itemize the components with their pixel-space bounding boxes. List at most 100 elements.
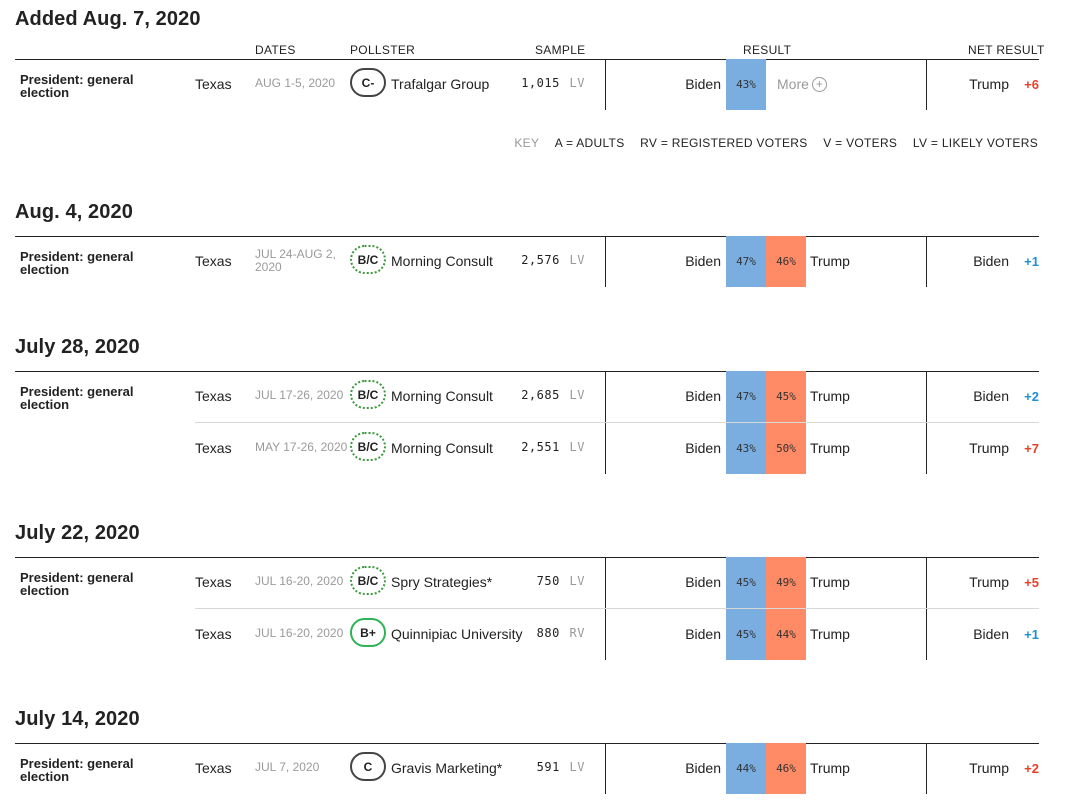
sample-count: 750 <box>536 574 560 588</box>
poll-row[interactable]: Texas JUL 24-AUG 2, 2020 B/C Morning Con… <box>195 236 1039 287</box>
poll-row[interactable]: Texas JUL 16-20, 2020 B+ Quinnipiac Univ… <box>195 608 1039 660</box>
poll-row[interactable]: Texas MAY 17-26, 2020 B/C Morning Consul… <box>195 422 1039 474</box>
poll-row[interactable]: Texas JUL 17-26, 2020 B/C Morning Consul… <box>195 371 1039 422</box>
candidate-1-name: Biden <box>685 626 721 642</box>
sample-size: 2,685 LV <box>507 388 585 402</box>
population-type: LV <box>569 388 585 402</box>
pollster-name[interactable]: Trafalgar Group <box>391 76 490 92</box>
poll-group: President: general election Texas JUL 7,… <box>15 743 1039 794</box>
pollster-name[interactable]: Morning Consult <box>391 253 493 269</box>
pollster-name[interactable]: Spry Strategies* <box>391 574 493 590</box>
office-label: President: general election <box>20 384 134 412</box>
net-result-winner: Trump <box>969 574 1009 590</box>
net-result-margin: +7 <box>1024 441 1039 456</box>
office-label: President: general election <box>20 249 134 277</box>
pollster-grade-badge[interactable]: C <box>350 752 386 781</box>
candidate-1-name: Biden <box>685 388 721 404</box>
candidate-2-bar: 44% <box>766 609 806 660</box>
population-key: KEY A = ADULTS RV = REGISTERED VOTERS V … <box>514 136 1038 150</box>
sample-count: 1,015 <box>521 76 560 90</box>
sample-count: 591 <box>536 760 560 774</box>
candidate-2-name: Trump <box>810 388 850 404</box>
state: Texas <box>195 388 232 404</box>
pollster-name[interactable]: Gravis Marketing* <box>391 760 503 776</box>
population-type: RV <box>569 626 585 640</box>
poll-row[interactable]: Texas AUG 1-5, 2020 C- Trafalgar Group 1… <box>195 59 1039 110</box>
poll-dates: JUL 17-26, 2020 <box>255 388 344 402</box>
net-result-winner: Trump <box>969 76 1009 92</box>
section-title: Aug. 4, 2020 <box>15 201 133 223</box>
key-voters: V = VOTERS <box>823 136 898 150</box>
office-label: President: general election <box>20 756 134 784</box>
more-button[interactable]: More + <box>777 76 827 92</box>
net-result-margin: +5 <box>1024 575 1039 590</box>
pollster-grade-badge[interactable]: B/C <box>350 380 386 409</box>
sample-count: 880 <box>536 626 560 640</box>
sample-count: 2,685 <box>521 388 560 402</box>
sample-count: 2,551 <box>521 440 560 454</box>
poll-row[interactable]: Texas JUL 16-20, 2020 B/C Spry Strategie… <box>195 557 1039 608</box>
pollster-grade-badge[interactable]: B/C <box>350 566 386 595</box>
state: Texas <box>195 626 232 642</box>
poll-dates: JUL 24-AUG 2, 2020 <box>255 247 336 274</box>
more-label: More <box>777 76 809 92</box>
candidate-2-bar: 45% <box>766 371 806 422</box>
net-result-winner: Biden <box>973 388 1009 404</box>
office-label: President: general election <box>20 72 134 100</box>
candidate-1-bar: 45% <box>726 609 766 660</box>
poll-dates: JUL 16-20, 2020 <box>255 574 344 588</box>
poll-group: President: general election Texas JUL 16… <box>15 557 1039 660</box>
sample-size: 2,551 LV <box>507 440 585 454</box>
column-headers: DATES POLLSTER SAMPLE RESULT NET RESULT <box>0 43 1068 57</box>
net-result-margin: +6 <box>1024 77 1039 92</box>
poll-dates: MAY 17-26, 2020 <box>255 440 348 454</box>
sample-count: 2,576 <box>521 253 560 267</box>
office-label: President: general election <box>20 570 134 598</box>
poll-group: President: general election Texas AUG 1-… <box>15 59 1039 110</box>
section-title: Added Aug. 7, 2020 <box>15 8 201 30</box>
pollster-grade-badge[interactable]: B/C <box>350 432 386 461</box>
pollster-grade-badge[interactable]: B/C <box>350 245 386 274</box>
state: Texas <box>195 76 232 92</box>
net-result-winner: Trump <box>969 760 1009 776</box>
poll-row[interactable]: Texas JUL 7, 2020 C Gravis Marketing* 59… <box>195 743 1039 794</box>
poll-dates: AUG 1-5, 2020 <box>255 76 336 90</box>
candidate-2-bar: 49% <box>766 557 806 608</box>
net-result-margin: +1 <box>1024 627 1039 642</box>
candidate-1-name: Biden <box>685 760 721 776</box>
candidate-1-bar: 45% <box>726 557 766 608</box>
candidate-1-name: Biden <box>685 440 721 456</box>
candidate-1-bar: 47% <box>726 371 766 422</box>
net-result-winner: Trump <box>969 440 1009 456</box>
candidate-2-name: Trump <box>810 626 850 642</box>
state: Texas <box>195 574 232 590</box>
pollster-name[interactable]: Morning Consult <box>391 440 493 456</box>
pollster-name[interactable]: Quinnipiac University <box>391 626 523 642</box>
pollster-grade-badge[interactable]: B+ <box>350 618 386 647</box>
section-title: July 22, 2020 <box>15 522 140 544</box>
section-title: July 28, 2020 <box>15 336 140 358</box>
sample-size: 750 LV <box>507 574 585 588</box>
candidate-2-name: Trump <box>810 253 850 269</box>
population-type: LV <box>569 760 585 774</box>
state: Texas <box>195 440 232 456</box>
net-result-margin: +1 <box>1024 254 1039 269</box>
sample-size: 2,576 LV <box>507 253 585 267</box>
sample-size: 591 LV <box>507 760 585 774</box>
poll-group: President: general election Texas JUL 17… <box>15 371 1039 474</box>
candidate-1-name: Biden <box>685 574 721 590</box>
candidate-1-bar: 47% <box>726 236 766 287</box>
key-registered-voters: RV = REGISTERED VOTERS <box>640 136 808 150</box>
header-dates: DATES <box>255 43 296 57</box>
header-sample: SAMPLE <box>535 43 586 57</box>
pollster-grade-badge[interactable]: C- <box>350 68 386 97</box>
header-pollster: POLLSTER <box>350 43 416 57</box>
state: Texas <box>195 253 232 269</box>
key-label: KEY <box>514 136 540 150</box>
population-type: LV <box>569 440 585 454</box>
net-result-margin: +2 <box>1024 389 1039 404</box>
pollster-name[interactable]: Morning Consult <box>391 388 493 404</box>
net-result-winner: Biden <box>973 253 1009 269</box>
candidate-2-name: Trump <box>810 574 850 590</box>
key-likely-voters: LV = LIKELY VOTERS <box>912 136 1038 150</box>
